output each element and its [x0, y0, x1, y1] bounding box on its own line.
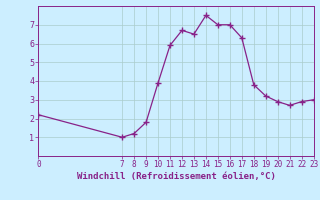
X-axis label: Windchill (Refroidissement éolien,°C): Windchill (Refroidissement éolien,°C): [76, 172, 276, 181]
